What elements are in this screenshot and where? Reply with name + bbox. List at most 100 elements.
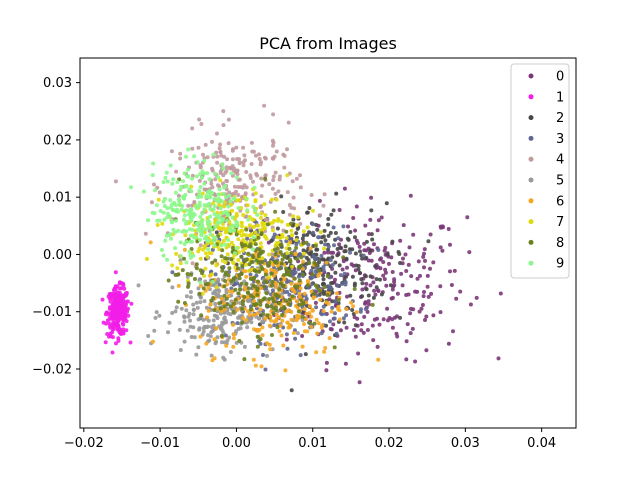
data-point [282,165,287,170]
data-point [239,281,244,286]
data-point [301,248,306,253]
data-point [310,307,315,312]
series-9-points [129,147,260,285]
data-point [215,131,219,136]
data-point [213,301,218,306]
data-point [182,314,186,319]
data-point [225,302,230,307]
data-point [316,235,321,240]
data-point [169,202,174,207]
data-point [313,283,318,288]
data-point [341,224,346,229]
data-point [228,228,232,233]
data-point [345,265,349,270]
data-point [314,256,319,261]
data-point [233,282,238,286]
data-point [108,299,113,304]
data-point [108,291,113,296]
data-point [259,215,263,220]
data-points [100,103,503,393]
data-point [177,202,182,207]
data-point [294,231,299,236]
data-point [322,228,327,233]
data-point [176,272,181,277]
data-point [312,260,317,265]
data-point [267,252,271,257]
data-point [269,239,274,243]
data-point [263,316,268,321]
data-point [408,311,413,316]
data-point [352,287,357,291]
data-point [353,334,358,339]
data-point [108,306,113,311]
data-point [298,173,302,178]
data-point [193,277,197,281]
data-point [229,240,234,245]
data-point [123,316,128,321]
data-point [182,171,187,176]
data-point [404,293,409,297]
data-point [190,214,195,219]
data-point [310,272,315,277]
data-point [240,244,245,248]
data-point [176,283,181,288]
data-point [349,300,354,305]
data-point [194,352,199,357]
data-point [232,228,237,233]
data-point [265,222,270,227]
data-point [241,248,246,253]
data-point [458,289,463,294]
data-point [215,221,220,226]
data-point [155,218,160,223]
data-point [240,320,245,325]
data-point [285,320,290,325]
data-point [390,295,395,300]
data-point [268,347,273,352]
data-point [210,185,215,190]
data-point [212,337,217,342]
data-point [316,321,321,326]
data-point [337,242,342,247]
data-point [309,193,314,197]
data-point [257,327,262,332]
data-point [157,313,162,318]
data-point [223,260,228,265]
data-point [408,331,413,336]
data-point [211,318,216,323]
data-point [355,316,360,321]
data-point [176,228,181,233]
data-point [284,266,289,271]
data-point [269,197,274,202]
data-point [384,201,389,206]
data-point [155,223,160,227]
data-point [210,260,215,265]
data-point [219,199,224,204]
data-point [309,325,314,329]
data-point [105,318,110,323]
data-point [232,166,237,171]
data-point [153,188,158,193]
series-8-points [166,176,375,362]
data-point [251,225,256,230]
data-point [331,208,336,213]
data-point [286,242,291,247]
data-point [289,317,294,322]
data-point [225,282,230,287]
data-point [200,223,205,228]
data-point [369,208,374,213]
data-point [368,248,373,253]
data-point [294,304,298,308]
data-point [448,269,452,274]
data-point [343,282,348,287]
data-point [353,228,358,233]
data-point [298,221,303,226]
data-point [277,315,282,320]
data-point [338,273,343,278]
data-point [313,269,318,274]
data-point [201,152,205,157]
data-point [261,312,266,317]
data-point [271,178,276,183]
data-point [197,203,202,208]
data-point [321,309,326,314]
data-point [348,293,353,298]
